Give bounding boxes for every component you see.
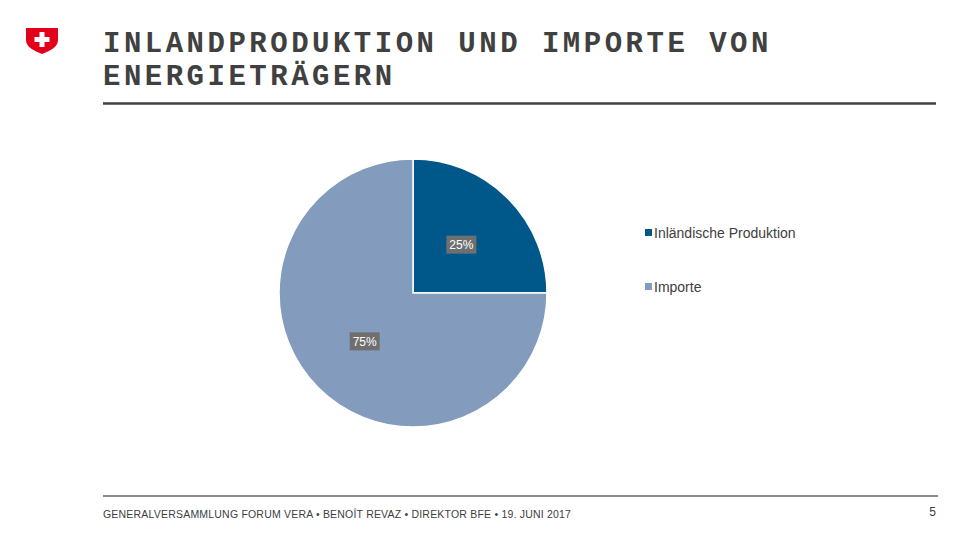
- slide: 25% 75% Inländische Produktion Importe INLA…: [0, 0, 960, 540]
- footer: GENERALVERSAMMLUNG FORUM VERA • BENOÎT R…: [103, 508, 571, 520]
- legend-swatch: [645, 229, 652, 236]
- data-label-box: [350, 332, 380, 350]
- legend-label: Importe: [654, 279, 702, 295]
- data-label: 75%: [350, 332, 380, 350]
- logo-shield: [26, 28, 58, 54]
- page-number: 5: [920, 505, 936, 519]
- data-label: 25%: [446, 236, 476, 254]
- data-label-text: 75%: [353, 335, 377, 349]
- data-label-text: 25%: [449, 238, 473, 252]
- footer-rule: [103, 495, 938, 497]
- pie-slice: [413, 159, 547, 293]
- legend: Inländische Produktion Importe: [645, 225, 796, 295]
- legend-swatch: [645, 283, 652, 290]
- logo: [26, 28, 58, 54]
- legend-label: Inländische Produktion: [654, 225, 796, 241]
- logo-cross: [35, 37, 50, 42]
- title: INLANDPRODUKTION UND IMPORTE VON ENERGIE…: [103, 28, 903, 94]
- pie-slice: [279, 159, 547, 427]
- slices: [279, 159, 547, 427]
- title-rule: [103, 102, 936, 105]
- data-labels: 25% 75%: [350, 236, 477, 351]
- data-label-box: [446, 236, 476, 254]
